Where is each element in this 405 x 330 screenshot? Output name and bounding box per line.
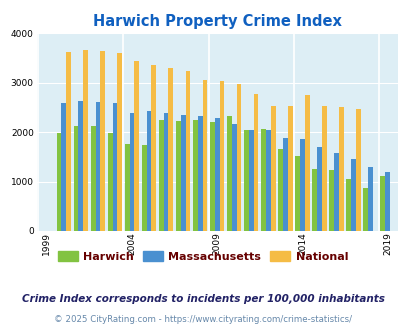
Bar bbox=[57, 133, 61, 231]
Bar bbox=[66, 52, 71, 231]
Bar bbox=[362, 188, 367, 231]
Bar bbox=[333, 153, 338, 231]
Bar bbox=[350, 159, 355, 231]
Bar bbox=[158, 120, 163, 231]
Bar bbox=[202, 80, 207, 231]
Bar bbox=[355, 109, 360, 231]
Bar bbox=[379, 176, 384, 231]
Bar bbox=[168, 68, 173, 231]
Bar bbox=[248, 130, 253, 231]
Bar bbox=[83, 50, 88, 231]
Bar bbox=[180, 115, 185, 231]
Bar bbox=[260, 129, 265, 231]
Bar bbox=[163, 113, 168, 231]
Bar bbox=[328, 170, 333, 231]
Bar bbox=[304, 95, 309, 231]
Bar bbox=[338, 107, 343, 231]
Bar bbox=[316, 147, 321, 231]
Bar bbox=[209, 122, 214, 231]
Bar bbox=[141, 145, 146, 231]
Bar bbox=[282, 139, 287, 231]
Bar bbox=[61, 103, 66, 231]
Text: Crime Index corresponds to incidents per 100,000 inhabitants: Crime Index corresponds to incidents per… bbox=[21, 294, 384, 304]
Bar bbox=[197, 116, 202, 231]
Bar bbox=[117, 53, 122, 231]
Bar bbox=[219, 81, 224, 231]
Bar bbox=[253, 94, 258, 231]
Bar bbox=[265, 130, 270, 231]
Bar bbox=[185, 71, 190, 231]
Bar bbox=[100, 51, 105, 231]
Bar bbox=[277, 149, 282, 231]
Bar bbox=[74, 126, 78, 231]
Bar bbox=[384, 172, 389, 231]
Bar bbox=[107, 133, 112, 231]
Legend: Harwich, Massachusetts, National: Harwich, Massachusetts, National bbox=[53, 247, 352, 267]
Bar bbox=[243, 130, 248, 231]
Title: Harwich Property Crime Index: Harwich Property Crime Index bbox=[93, 14, 341, 29]
Bar bbox=[134, 61, 139, 231]
Bar bbox=[236, 84, 241, 231]
Bar bbox=[95, 102, 100, 231]
Bar bbox=[345, 179, 350, 231]
Text: © 2025 CityRating.com - https://www.cityrating.com/crime-statistics/: © 2025 CityRating.com - https://www.city… bbox=[54, 315, 351, 324]
Bar bbox=[367, 167, 372, 231]
Bar bbox=[78, 101, 83, 231]
Bar bbox=[311, 169, 316, 231]
Bar bbox=[151, 65, 156, 231]
Bar bbox=[321, 106, 326, 231]
Bar bbox=[90, 126, 95, 231]
Bar bbox=[270, 106, 275, 231]
Bar bbox=[299, 139, 304, 231]
Bar bbox=[112, 103, 117, 231]
Bar bbox=[175, 121, 180, 231]
Bar bbox=[129, 113, 134, 231]
Bar bbox=[146, 111, 151, 231]
Bar bbox=[124, 144, 129, 231]
Bar bbox=[231, 124, 236, 231]
Bar bbox=[214, 118, 219, 231]
Bar bbox=[226, 116, 231, 231]
Bar bbox=[192, 120, 197, 231]
Bar bbox=[287, 106, 292, 231]
Bar bbox=[294, 156, 299, 231]
